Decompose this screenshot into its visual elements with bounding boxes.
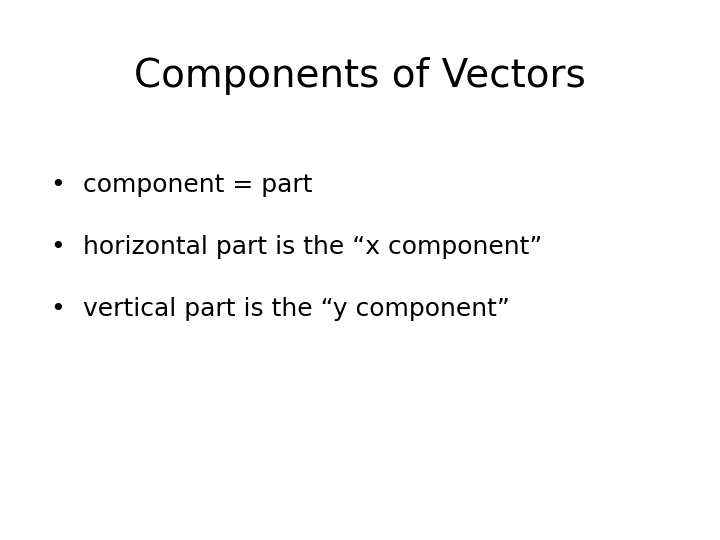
- Text: Components of Vectors: Components of Vectors: [134, 57, 586, 94]
- Text: horizontal part is the “x component”: horizontal part is the “x component”: [83, 235, 542, 259]
- Text: •: •: [50, 173, 65, 197]
- Text: •: •: [50, 297, 65, 321]
- Text: vertical part is the “y component”: vertical part is the “y component”: [83, 297, 510, 321]
- Text: component = part: component = part: [83, 173, 312, 197]
- Text: •: •: [50, 235, 65, 259]
